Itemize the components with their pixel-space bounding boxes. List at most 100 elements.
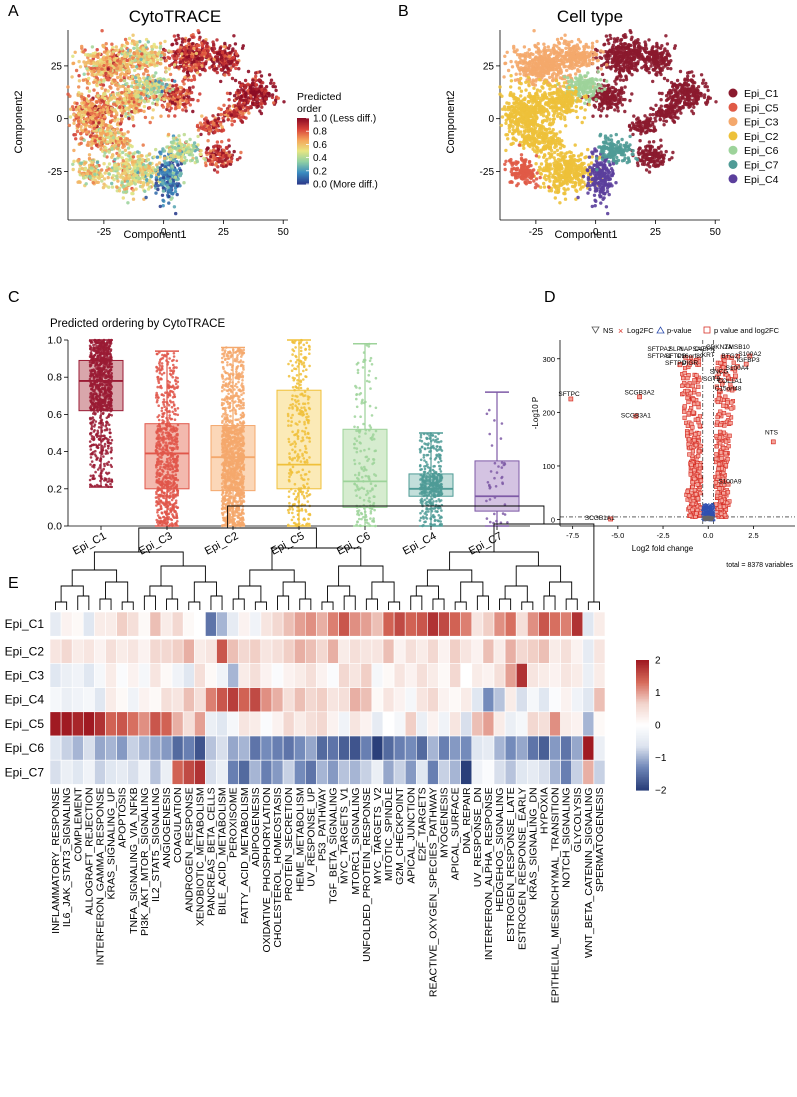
cell-point [131,152,135,156]
cell-point [173,102,177,106]
cell-point [102,63,106,68]
cell-point [173,154,178,159]
cell-point [230,49,235,53]
cell-point [178,45,183,50]
cell-point [89,98,93,102]
cell-point [234,52,239,56]
cell-point [173,168,177,172]
cell-point [225,109,230,113]
cell-point [197,48,201,52]
cell-point [652,50,657,55]
cell-point [258,102,263,106]
cell-point [198,50,202,55]
cell-point [123,37,128,42]
cell-point [610,48,614,52]
cell-point [181,108,185,112]
cell-point [109,114,114,118]
cell-point [215,140,220,144]
cell-point [132,124,136,128]
cell-point [276,96,280,100]
cell-point [133,58,137,62]
cell-point [257,78,262,82]
cell-point [186,78,191,82]
cell-point [90,45,95,49]
cell-point [142,109,146,114]
cell-point [85,61,90,65]
cell-point [158,44,163,49]
cell-point [93,139,97,143]
cell-point [180,37,185,41]
cell-point [217,160,221,164]
cell-point [199,152,203,156]
cell-point [115,83,119,88]
cell-point [81,50,86,54]
cell-point [661,60,666,64]
cell-point [75,123,79,128]
cell-point [101,108,106,112]
cell-point [104,46,109,51]
cell-point [138,164,142,168]
cell-point [249,85,253,89]
cell-point [228,44,232,48]
cell-point [704,101,708,105]
cell-point [175,192,179,197]
cell-point [609,105,613,110]
cell-point [223,41,227,46]
cell-point [115,67,120,71]
cell-point [87,94,91,98]
cell-point [227,98,231,102]
cell-point [203,61,208,66]
cell-point [141,46,145,50]
cell-point [79,124,83,129]
cell-point [190,42,195,46]
cell-point [194,51,199,56]
cell-point [249,89,253,94]
cell-point [653,128,658,132]
cell-point [71,162,75,166]
cell-point [156,187,160,192]
cell-point [668,88,672,93]
cell-point [178,141,182,145]
cell-point [110,181,114,186]
cell-point [162,53,167,57]
cell-point [686,74,690,79]
cell-point [171,171,175,175]
cell-point [232,149,236,154]
cell-point [627,71,632,75]
cell-point [204,150,209,155]
cell-point [109,132,113,136]
cell-point [142,90,146,94]
cell-point [600,94,604,98]
cell-point [645,67,650,71]
cell-point [624,75,628,80]
cell-point [627,123,632,128]
cell-point [126,130,130,134]
cell-point [228,153,232,157]
cell-point [198,65,202,70]
cell-point [138,61,142,65]
cell-point [111,128,116,132]
cell-point [169,197,173,201]
cell-point [108,56,112,61]
cell-point [198,92,202,96]
cell-point [130,75,135,79]
cell-point [248,94,253,98]
cell-point [154,147,158,152]
cell-point [164,88,169,93]
cell-point [129,84,134,88]
cell-point [167,188,171,193]
cell-point [159,61,163,66]
cell-point [150,50,154,55]
cell-point [649,152,654,156]
cell-point [140,66,144,70]
cell-point [183,39,187,43]
cell-point [168,179,172,183]
cell-point [646,149,650,154]
cell-point [261,81,265,85]
colorbar-tick-label: 0.4 [313,153,327,164]
cell-point [140,169,145,174]
cell-point [141,158,145,162]
cell-point [610,60,615,64]
cell-point [200,126,204,131]
